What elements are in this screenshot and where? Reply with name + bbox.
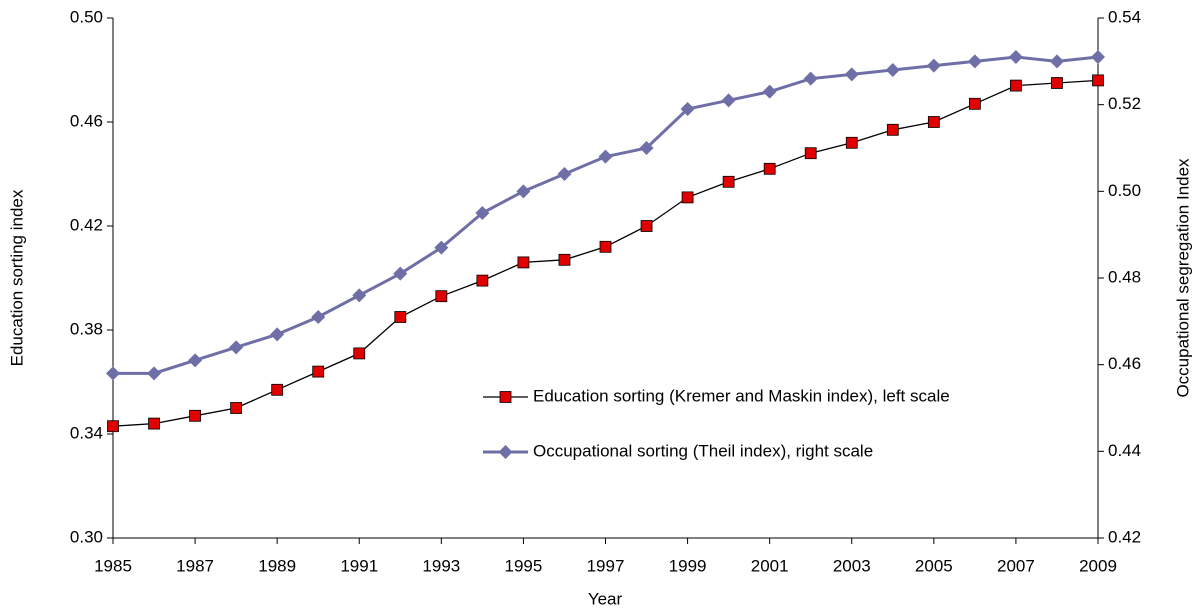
data-point: [927, 116, 940, 128]
data-point: [435, 290, 448, 303]
data-point: [598, 149, 613, 164]
data-point: [886, 123, 899, 136]
data-point: [1091, 50, 1105, 64]
data-point: [352, 288, 367, 303]
legend-label: Occupational sorting (Theil index), righ…: [533, 441, 873, 460]
data-point: [1092, 74, 1104, 87]
x-tick-label: 2009: [1079, 556, 1117, 575]
data-point: [270, 327, 285, 342]
data-point: [107, 420, 119, 433]
data-point: [680, 102, 695, 116]
y-tick-label: 0.38: [70, 319, 103, 338]
data-point: [803, 71, 818, 86]
y-tick-label: 0.30: [70, 527, 103, 546]
y-tick-label: 0.34: [70, 423, 103, 442]
data-point: [230, 402, 243, 414]
y-axis-label: Education sorting index: [7, 189, 26, 366]
data-point: [1049, 54, 1064, 69]
data-point: [229, 340, 244, 355]
data-point: [681, 191, 694, 204]
x-tick-label: 2007: [997, 556, 1035, 575]
x-tick-label: 2001: [751, 556, 789, 575]
data-point: [311, 310, 326, 324]
x-axis-label: Year: [588, 589, 623, 608]
data-point: [517, 256, 530, 269]
data-point: [106, 366, 120, 381]
data-point: [148, 417, 160, 430]
legend-marker: [499, 391, 512, 403]
x-tick-label: 1997: [587, 556, 625, 575]
y2-tick-label: 0.52: [1108, 94, 1141, 113]
data-point: [804, 147, 817, 160]
x-tick-label: 1991: [340, 556, 378, 575]
y-tick-label: 0.50: [70, 7, 103, 26]
series-line: [112, 79, 1099, 427]
data-point: [844, 67, 859, 82]
data-point: [639, 141, 654, 155]
data-point: [475, 206, 490, 220]
data-point: [640, 220, 653, 232]
data-point: [353, 347, 366, 360]
y2-tick-label: 0.44: [1108, 441, 1141, 460]
data-point: [721, 93, 736, 108]
data-point: [722, 175, 735, 188]
y-tick-label: 0.46: [70, 111, 103, 130]
y-tick-label: 0.42: [70, 215, 103, 234]
data-point: [394, 311, 407, 323]
x-tick-label: 1989: [258, 556, 296, 575]
data-point: [926, 58, 941, 73]
data-point: [189, 409, 201, 422]
y2-tick-label: 0.54: [1108, 7, 1141, 26]
x-tick-label: 2005: [915, 556, 953, 575]
data-point: [968, 97, 981, 110]
data-point: [434, 240, 449, 255]
data-point: [393, 266, 408, 281]
x-tick-label: 1987: [176, 556, 214, 575]
data-point: [845, 136, 858, 149]
y2-tick-label: 0.46: [1108, 354, 1141, 373]
data-point: [885, 63, 900, 77]
data-point: [188, 353, 203, 368]
data-point: [1051, 77, 1063, 89]
legend-marker: [498, 445, 513, 459]
data-point: [762, 84, 777, 99]
data-point: [312, 365, 325, 378]
data-point: [476, 274, 489, 287]
series-line: [113, 55, 1099, 375]
data-point: [271, 383, 284, 396]
x-tick-label: 1993: [422, 556, 460, 575]
x-tick-label: 1999: [669, 556, 707, 575]
x-tick-label: 1985: [94, 556, 132, 575]
y2-tick-label: 0.50: [1108, 181, 1141, 200]
data-point: [516, 184, 531, 199]
x-tick-label: 2003: [833, 556, 871, 575]
y2-axis-label: Occupational segregation Index: [1173, 158, 1192, 398]
data-point: [147, 366, 162, 381]
data-point: [763, 162, 776, 175]
data-point: [967, 54, 982, 69]
y2-tick-label: 0.48: [1108, 267, 1141, 286]
y2-tick-label: 0.42: [1108, 527, 1141, 546]
data-point: [1010, 79, 1022, 92]
data-point: [558, 253, 571, 266]
data-point: [557, 167, 572, 181]
legend-label: Education sorting (Kremer and Maskin ind…: [533, 386, 950, 405]
x-tick-label: 1995: [505, 556, 543, 575]
data-point: [1008, 50, 1023, 64]
data-point: [599, 240, 612, 253]
